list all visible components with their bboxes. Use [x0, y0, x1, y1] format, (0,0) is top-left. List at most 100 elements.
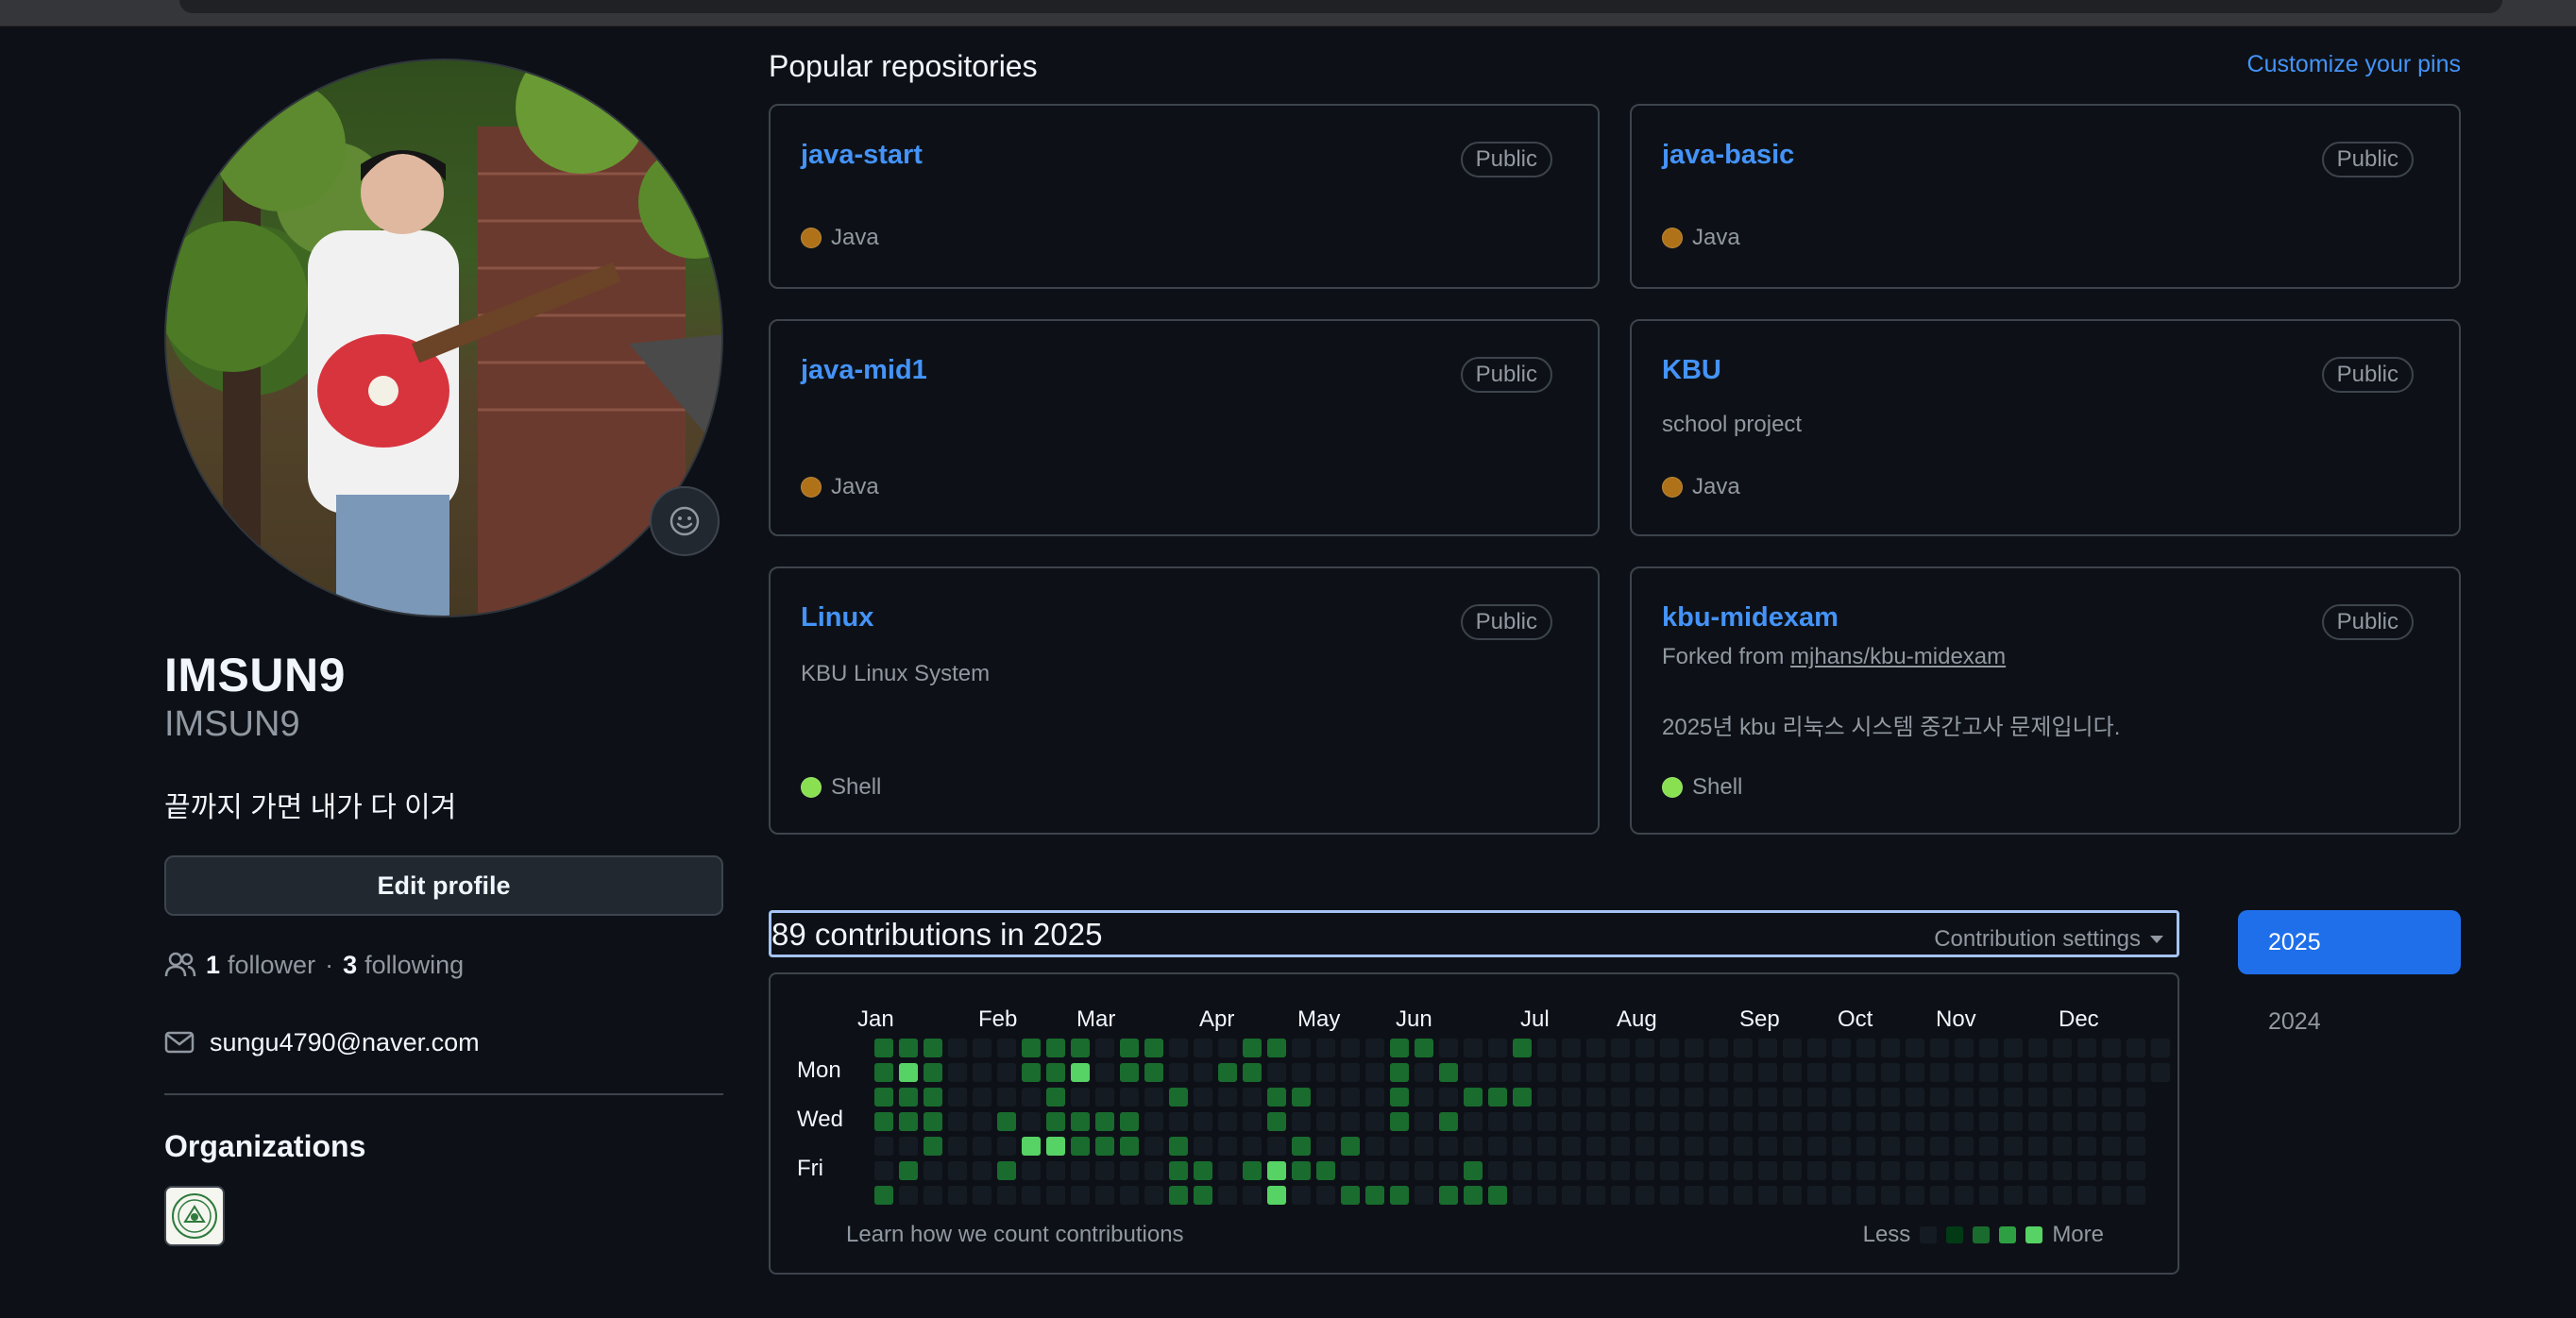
contribution-day-cell[interactable] — [1758, 1137, 1777, 1156]
contribution-day-cell[interactable] — [1415, 1063, 1433, 1082]
contribution-day-cell[interactable] — [1194, 1039, 1212, 1057]
contribution-day-cell[interactable] — [1562, 1039, 1581, 1057]
contribution-day-cell[interactable] — [1537, 1161, 1556, 1180]
contribution-day-cell[interactable] — [1365, 1137, 1384, 1156]
contribution-day-cell[interactable] — [1537, 1063, 1556, 1082]
contribution-day-cell[interactable] — [1365, 1112, 1384, 1131]
contribution-day-cell[interactable] — [1464, 1063, 1483, 1082]
contribution-day-cell[interactable] — [2102, 1063, 2121, 1082]
contribution-day-cell[interactable] — [1807, 1161, 1826, 1180]
contribution-day-cell[interactable] — [2004, 1186, 2023, 1205]
contribution-day-cell[interactable] — [1415, 1039, 1433, 1057]
contribution-day-cell[interactable] — [2077, 1063, 2096, 1082]
contribution-day-cell[interactable] — [924, 1039, 942, 1057]
contribution-day-cell[interactable] — [1881, 1137, 1900, 1156]
contribution-day-cell[interactable] — [2053, 1161, 2072, 1180]
contribution-day-cell[interactable] — [1832, 1063, 1851, 1082]
contribution-day-cell[interactable] — [948, 1112, 967, 1131]
contribution-day-cell[interactable] — [1292, 1161, 1311, 1180]
contribution-day-cell[interactable] — [1562, 1112, 1581, 1131]
contribution-day-cell[interactable] — [1955, 1161, 1974, 1180]
contribution-day-cell[interactable] — [1611, 1186, 1630, 1205]
contribution-day-cell[interactable] — [1660, 1137, 1679, 1156]
contribution-day-cell[interactable] — [1439, 1137, 1458, 1156]
contribution-day-cell[interactable] — [899, 1186, 918, 1205]
contribution-day-cell[interactable] — [1365, 1186, 1384, 1205]
contribution-day-cell[interactable] — [1439, 1063, 1458, 1082]
organization-avatar[interactable] — [164, 1186, 225, 1246]
contribution-day-cell[interactable] — [2028, 1039, 2047, 1057]
contribution-day-cell[interactable] — [1685, 1039, 1703, 1057]
contribution-day-cell[interactable] — [1439, 1186, 1458, 1205]
contribution-day-cell[interactable] — [1807, 1112, 1826, 1131]
contribution-day-cell[interactable] — [973, 1161, 991, 1180]
contribution-day-cell[interactable] — [948, 1161, 967, 1180]
contribution-day-cell[interactable] — [924, 1186, 942, 1205]
year-button-2024[interactable]: 2024 — [2268, 1007, 2321, 1035]
contribution-day-cell[interactable] — [1292, 1063, 1311, 1082]
contribution-day-cell[interactable] — [997, 1039, 1016, 1057]
contribution-day-cell[interactable] — [1243, 1112, 1262, 1131]
contribution-day-cell[interactable] — [2053, 1088, 2072, 1107]
contribution-day-cell[interactable] — [973, 1112, 991, 1131]
contribution-day-cell[interactable] — [1758, 1186, 1777, 1205]
contribution-day-cell[interactable] — [1169, 1137, 1188, 1156]
contribution-day-cell[interactable] — [1979, 1137, 1998, 1156]
contribution-day-cell[interactable] — [2077, 1186, 2096, 1205]
contribution-day-cell[interactable] — [1586, 1161, 1605, 1180]
contribution-day-cell[interactable] — [1267, 1063, 1286, 1082]
contribution-day-cell[interactable] — [1513, 1039, 1532, 1057]
contribution-day-cell[interactable] — [899, 1088, 918, 1107]
contribution-day-cell[interactable] — [1095, 1186, 1114, 1205]
contribution-day-cell[interactable] — [2004, 1112, 2023, 1131]
contribution-day-cell[interactable] — [1144, 1039, 1163, 1057]
contribution-day-cell[interactable] — [1415, 1186, 1433, 1205]
contribution-day-cell[interactable] — [1316, 1039, 1335, 1057]
contribution-day-cell[interactable] — [1218, 1063, 1237, 1082]
contribution-day-cell[interactable] — [1906, 1088, 1924, 1107]
contribution-day-cell[interactable] — [2102, 1112, 2121, 1131]
contribution-day-cell[interactable] — [1856, 1161, 1875, 1180]
contribution-day-cell[interactable] — [1881, 1088, 1900, 1107]
contribution-day-cell[interactable] — [1292, 1088, 1311, 1107]
contribution-day-cell[interactable] — [1341, 1063, 1360, 1082]
contribution-day-cell[interactable] — [1120, 1112, 1139, 1131]
contribution-day-cell[interactable] — [1930, 1063, 1949, 1082]
contribution-day-cell[interactable] — [1292, 1186, 1311, 1205]
contribution-day-cell[interactable] — [1586, 1186, 1605, 1205]
contribution-day-cell[interactable] — [2028, 1112, 2047, 1131]
contribution-day-cell[interactable] — [1979, 1186, 1998, 1205]
contribution-day-cell[interactable] — [1365, 1063, 1384, 1082]
contribution-day-cell[interactable] — [1243, 1137, 1262, 1156]
contribution-day-cell[interactable] — [1709, 1063, 1728, 1082]
contribution-day-cell[interactable] — [1856, 1137, 1875, 1156]
contribution-day-cell[interactable] — [2004, 1063, 2023, 1082]
contribution-day-cell[interactable] — [2053, 1137, 2072, 1156]
contribution-day-cell[interactable] — [2028, 1137, 2047, 1156]
contribution-day-cell[interactable] — [1071, 1039, 1090, 1057]
contribution-day-cell[interactable] — [2028, 1161, 2047, 1180]
contribution-day-cell[interactable] — [1881, 1112, 1900, 1131]
contribution-day-cell[interactable] — [1316, 1161, 1335, 1180]
contribution-day-cell[interactable] — [1513, 1088, 1532, 1107]
contribution-day-cell[interactable] — [973, 1137, 991, 1156]
contribution-day-cell[interactable] — [1120, 1039, 1139, 1057]
contribution-day-cell[interactable] — [1734, 1186, 1753, 1205]
contribution-day-cell[interactable] — [1832, 1161, 1851, 1180]
contribution-day-cell[interactable] — [874, 1039, 893, 1057]
contribution-day-cell[interactable] — [1906, 1137, 1924, 1156]
set-status-button[interactable] — [650, 486, 720, 556]
repo-name-link[interactable]: java-mid1 — [801, 355, 927, 385]
contribution-day-cell[interactable] — [1979, 1112, 1998, 1131]
contribution-day-cell[interactable] — [899, 1063, 918, 1082]
contribution-day-cell[interactable] — [1930, 1186, 1949, 1205]
contribution-day-cell[interactable] — [1783, 1039, 1802, 1057]
contribution-day-cell[interactable] — [1930, 1161, 1949, 1180]
contribution-day-cell[interactable] — [1856, 1039, 1875, 1057]
contribution-day-cell[interactable] — [948, 1039, 967, 1057]
contribution-day-cell[interactable] — [1095, 1112, 1114, 1131]
repo-name-link[interactable]: java-start — [801, 140, 923, 170]
contribution-day-cell[interactable] — [2077, 1161, 2096, 1180]
contribution-day-cell[interactable] — [1071, 1112, 1090, 1131]
contribution-day-cell[interactable] — [997, 1088, 1016, 1107]
